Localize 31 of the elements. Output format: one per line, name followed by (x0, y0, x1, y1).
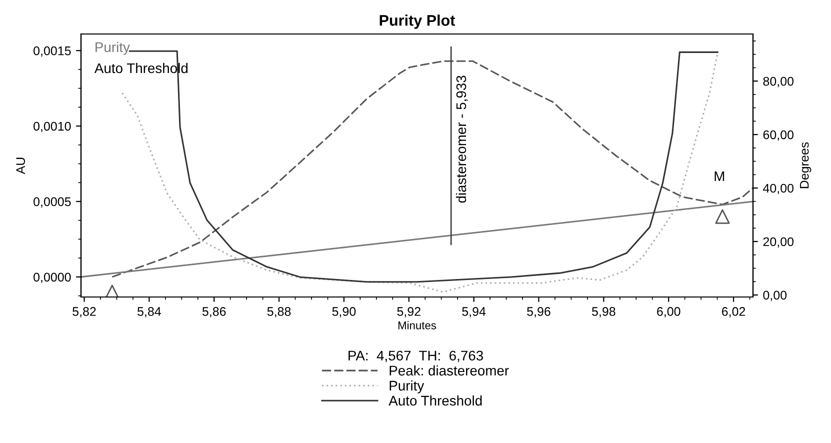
annotation: Purity (96, 42, 130, 55)
y-tick-label: 0,0010 (34, 122, 71, 132)
legend-title: PA: 4,567 TH: 6,763 (348, 350, 483, 362)
x-tick-label: 5,98 (592, 307, 616, 318)
x-tick-label: 5,94 (462, 307, 486, 318)
y-axis-title: AU (16, 158, 26, 174)
x-tick-label: 5,86 (202, 307, 226, 318)
legend-label: Peak: diastereomer (390, 365, 509, 376)
x-tick-label: 5,96 (527, 307, 550, 318)
y2-tick-label: 60,00 (763, 130, 794, 141)
legend-label: Auto Threshold (388, 395, 482, 406)
y2-tick-label: 20,00 (763, 237, 794, 248)
y2-axis-title: Degrees (800, 142, 812, 188)
y-tick-label: 0,0015 (34, 46, 71, 57)
annotation: M (714, 171, 724, 182)
x-tick-label: 6,00 (657, 307, 680, 318)
legend-label: Purity (390, 380, 424, 394)
x-tick-label: 5,82 (72, 307, 96, 318)
x-tick-label: 5,84 (138, 307, 161, 318)
chart-title: Purity Plot (380, 14, 456, 29)
x-axis-title: Minutes (398, 321, 436, 330)
y-tick-label: 0,0000 (34, 272, 71, 284)
x-tick-label: 5,92 (397, 307, 420, 318)
y-tick-label: 0,0005 (34, 197, 71, 208)
x-tick-label: 5,88 (267, 307, 291, 318)
ref-line-label: diastereomer - 5,933 (456, 76, 468, 203)
x-tick-label: 6,02 (722, 307, 746, 318)
y2-tick-label: 0,00 (763, 290, 787, 302)
x-tick-label: 5,90 (332, 307, 356, 318)
y2-tick-label: 40,00 (763, 184, 794, 194)
y2-tick-label: 80,00 (763, 76, 794, 88)
